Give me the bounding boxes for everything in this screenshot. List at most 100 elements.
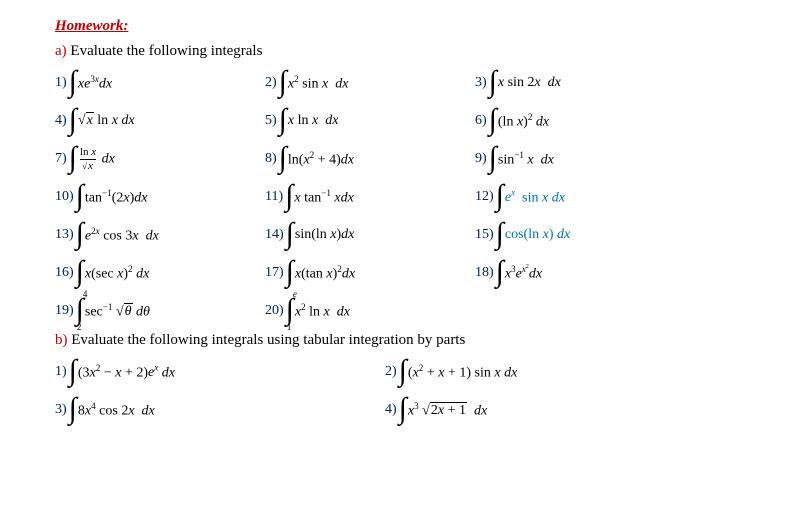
problem-number: 1) <box>55 75 67 91</box>
integral-sign: ∫ <box>496 217 504 251</box>
integral-sign: ∫ <box>279 103 287 137</box>
integral-cell: 15)∫cos(ln x) dx <box>475 218 675 252</box>
integral-cell: 2)∫(x2 + x + 1) sin x dx <box>385 355 685 389</box>
integrand: x(tan x)2dx <box>295 264 355 283</box>
integrand: x3 √2x + 1 dx <box>408 401 487 420</box>
integral-sign: ∫ <box>76 255 84 289</box>
problem-number: 19) <box>55 303 74 319</box>
integral-cell: 20)∫e1x2 ln x dx <box>265 294 475 328</box>
problem-row: 13)∫e2x cos 3x dx14)∫sin(ln x)dx15)∫cos(… <box>55 218 745 252</box>
problem-number: 3) <box>55 402 67 418</box>
problem-number: 17) <box>265 265 284 281</box>
integral-sign: ∫ <box>69 141 77 175</box>
integrand: sin(ln x)dx <box>295 227 355 243</box>
integrand: ln(x2 + 4)dx <box>288 150 354 169</box>
integral-cell: 19)∫42sec−1 √θ dθ <box>55 294 265 328</box>
integrand: (x2 + x + 1) sin x dx <box>408 363 517 382</box>
problem-number: 13) <box>55 227 74 243</box>
homework-title: Homework: <box>55 18 745 35</box>
integrand: xe3xdx <box>78 74 112 93</box>
integral-sign: ∫ <box>399 392 407 426</box>
problem-row: 19)∫42sec−1 √θ dθ20)∫e1x2 ln x dx <box>55 294 745 328</box>
integral-cell: 9)∫sin−1 x dx <box>475 142 675 176</box>
integrand: tan−1(2x)dx <box>85 188 148 207</box>
problem-number: 18) <box>475 265 494 281</box>
integral-cell: 3)∫8x4 cos 2x dx <box>55 393 385 427</box>
integral-sign: ∫ <box>496 255 504 289</box>
problem-number: 8) <box>265 151 277 167</box>
integrand: ex sin x dx <box>505 188 565 207</box>
integrand: ln x√x dx <box>78 147 115 172</box>
problem-number: 3) <box>475 75 487 91</box>
integrand: x2 sin x dx <box>288 74 349 93</box>
integral-cell: 18)∫x3ex2dx <box>475 256 675 290</box>
section-a-head: a) Evaluate the following integrals <box>55 43 745 60</box>
integral-sign: ∫ <box>69 65 77 99</box>
integral-sign: ∫ <box>496 179 504 213</box>
problem-row: 1)∫xe3xdx2)∫x2 sin x dx3)∫x sin 2x dx <box>55 66 745 100</box>
problem-number: 9) <box>475 151 487 167</box>
integral-sign: ∫ <box>399 354 407 388</box>
integrand: cos(ln x) dx <box>505 227 570 243</box>
page: Homework: a) Evaluate the following inte… <box>0 0 800 441</box>
integral-sign: ∫ <box>69 392 77 426</box>
section-b-label: b) <box>55 332 68 348</box>
problem-number: 10) <box>55 189 74 205</box>
integrand: √x ln x dx <box>78 113 135 129</box>
problem-number: 7) <box>55 151 67 167</box>
integral-cell: 1)∫(3x2 − x + 2)ex dx <box>55 355 385 389</box>
problem-number: 5) <box>265 113 277 129</box>
integral-sign: ∫ <box>286 255 294 289</box>
integrand: x ln x dx <box>288 113 339 129</box>
integral-sign: ∫ <box>489 65 497 99</box>
integrand: x2 ln x dx <box>295 302 350 321</box>
problem-number: 12) <box>475 189 494 205</box>
integral-cell: 6)∫(ln x)2 dx <box>475 104 675 138</box>
problem-number: 1) <box>55 364 67 380</box>
part-b-rows: 1)∫(3x2 − x + 2)ex dx2)∫(x2 + x + 1) sin… <box>55 355 745 427</box>
integrand: x(sec x)2 dx <box>85 264 149 283</box>
integral-sign: ∫ <box>279 65 287 99</box>
section-a-label: a) <box>55 43 67 59</box>
integral-cell: 1)∫xe3xdx <box>55 66 265 100</box>
integrand: (3x2 − x + 2)ex dx <box>78 363 175 382</box>
integrand: sin−1 x dx <box>498 150 554 169</box>
integrand: x sin 2x dx <box>498 75 561 91</box>
integral-sign: ∫ <box>76 179 84 213</box>
integrand: e2x cos 3x dx <box>85 226 159 245</box>
problem-number: 2) <box>265 75 277 91</box>
problem-number: 11) <box>265 189 283 205</box>
integral-sign: ∫ <box>286 217 294 251</box>
integral-sign: ∫ <box>489 141 497 175</box>
integral-cell: 2)∫x2 sin x dx <box>265 66 475 100</box>
integral-cell: 8)∫ln(x2 + 4)dx <box>265 142 475 176</box>
problem-row: 10)∫tan−1(2x)dx11)∫x tan−1 xdx12)∫ex sin… <box>55 180 745 214</box>
problem-number: 16) <box>55 265 74 281</box>
problem-number: 2) <box>385 364 397 380</box>
integrand: sec−1 √θ dθ <box>85 302 150 321</box>
integral-cell: 14)∫sin(ln x)dx <box>265 218 475 252</box>
problem-number: 15) <box>475 227 494 243</box>
integral-cell: 13)∫e2x cos 3x dx <box>55 218 265 252</box>
integral-cell: 10)∫tan−1(2x)dx <box>55 180 265 214</box>
problem-number: 14) <box>265 227 284 243</box>
problem-number: 20) <box>265 303 284 319</box>
section-b-head: b) Evaluate the following integrals usin… <box>55 332 745 349</box>
problem-number: 6) <box>475 113 487 129</box>
problem-row: 3)∫8x4 cos 2x dx4)∫x3 √2x + 1 dx <box>55 393 745 427</box>
section-b-text: Evaluate the following integrals using t… <box>68 332 466 348</box>
integrand: x tan−1 xdx <box>294 188 353 207</box>
problem-row: 7)∫ln x√x dx8)∫ln(x2 + 4)dx9)∫sin−1 x dx <box>55 142 745 176</box>
integral-sign: ∫ <box>69 103 77 137</box>
integral-cell: 11)∫x tan−1 xdx <box>265 180 475 214</box>
integral-cell: 7)∫ln x√x dx <box>55 142 265 176</box>
integral-cell: 4)∫√x ln x dx <box>55 104 265 138</box>
integral-cell: 16)∫x(sec x)2 dx <box>55 256 265 290</box>
integral-cell: 17)∫x(tan x)2dx <box>265 256 475 290</box>
integrand: 8x4 cos 2x dx <box>78 401 155 420</box>
section-a-text: Evaluate the following integrals <box>67 43 263 59</box>
integral-sign: ∫ <box>279 141 287 175</box>
integrand: x3ex2dx <box>505 264 542 283</box>
integral-sign: ∫ <box>76 217 84 251</box>
problem-row: 1)∫(3x2 − x + 2)ex dx2)∫(x2 + x + 1) sin… <box>55 355 745 389</box>
